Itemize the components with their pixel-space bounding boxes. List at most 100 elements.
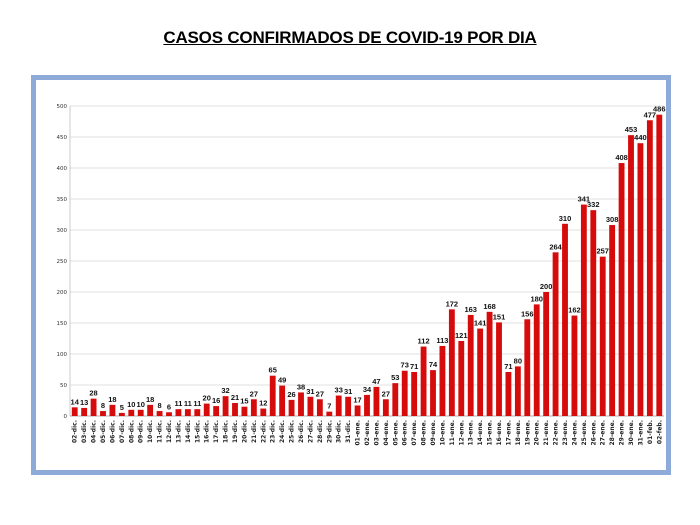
x-axis-ticks: 02-dic. 03-dic. 04-dic. 05-dic. 06-dic. 07-di… bbox=[72, 420, 664, 446]
bar bbox=[514, 366, 521, 416]
x-tick-label: 01-ene. bbox=[355, 420, 362, 446]
bar bbox=[458, 340, 465, 416]
x-tick-label: 11-dic. bbox=[157, 420, 164, 443]
x-tick-label: 22-dic. bbox=[260, 420, 267, 443]
x-tick-label: 04-dic. bbox=[91, 420, 98, 443]
data-label: 74 bbox=[429, 360, 438, 369]
bar bbox=[222, 396, 229, 416]
data-label: 13 bbox=[80, 398, 88, 407]
bar bbox=[316, 399, 323, 416]
x-tick-label: 13-ene. bbox=[468, 420, 475, 446]
bar bbox=[430, 370, 436, 416]
bar bbox=[100, 411, 106, 416]
data-label: 11 bbox=[184, 399, 192, 408]
x-tick-label: 07-ene. bbox=[411, 420, 418, 446]
data-label: 168 bbox=[483, 302, 496, 311]
data-label: 113 bbox=[436, 336, 448, 345]
data-label: 73 bbox=[401, 361, 409, 370]
bar bbox=[618, 163, 625, 416]
data-label: 264 bbox=[549, 242, 562, 251]
bar bbox=[467, 314, 474, 416]
data-label: 65 bbox=[269, 366, 277, 375]
data-label: 14 bbox=[71, 397, 80, 406]
bar bbox=[562, 223, 568, 416]
x-tick-label: 29-ene. bbox=[619, 420, 626, 446]
data-label: 12 bbox=[259, 399, 267, 408]
data-label: 26 bbox=[287, 390, 295, 399]
data-label: 7 bbox=[327, 402, 331, 411]
x-tick-label: 31-ene. bbox=[637, 420, 644, 446]
y-tick-label: 0 bbox=[64, 414, 68, 420]
x-tick-label: 26-ene. bbox=[590, 420, 597, 446]
bar bbox=[401, 370, 408, 416]
bar bbox=[628, 135, 634, 416]
data-label: 31 bbox=[344, 387, 352, 396]
chart-title: CASOS CONFIRMADOS DE COVID-19 POR DIA bbox=[163, 28, 537, 47]
data-label: 200 bbox=[540, 282, 553, 291]
data-label: 32 bbox=[221, 386, 229, 395]
x-tick-label: 18-ene. bbox=[515, 420, 522, 446]
y-tick-label: 250 bbox=[57, 259, 68, 265]
bar bbox=[118, 412, 125, 416]
data-label: 141 bbox=[474, 319, 487, 328]
bar bbox=[364, 394, 370, 416]
data-label: 257 bbox=[596, 247, 609, 256]
bar bbox=[599, 256, 606, 416]
bar bbox=[166, 412, 172, 416]
x-tick-label: 25-ene. bbox=[581, 420, 588, 446]
bar bbox=[439, 345, 446, 416]
y-tick-label: 500 bbox=[57, 104, 68, 110]
data-label: 15 bbox=[240, 397, 248, 406]
data-label: 28 bbox=[89, 389, 97, 398]
x-tick-label: 19-dic. bbox=[232, 420, 239, 443]
data-label: 156 bbox=[521, 309, 534, 318]
x-tick-label: 02-feb. bbox=[656, 420, 663, 444]
x-tick-label: 24-ene. bbox=[571, 420, 578, 446]
data-label: 180 bbox=[530, 294, 543, 303]
x-tick-label: 06-dic. bbox=[109, 420, 116, 443]
data-label: 18 bbox=[146, 395, 154, 404]
bar bbox=[90, 398, 97, 416]
data-label: 38 bbox=[297, 382, 305, 391]
bar bbox=[382, 399, 389, 416]
bar bbox=[496, 322, 502, 416]
bar bbox=[637, 143, 644, 416]
x-tick-label: 24-dic. bbox=[279, 420, 286, 443]
bar bbox=[250, 399, 257, 416]
x-tick-label: 14-dic. bbox=[185, 420, 192, 443]
x-tick-label: 04-ene. bbox=[383, 420, 390, 446]
x-tick-label: 16-dic. bbox=[204, 420, 211, 443]
bar bbox=[326, 411, 333, 416]
y-tick-label: 100 bbox=[57, 352, 68, 358]
data-label: 34 bbox=[363, 385, 372, 394]
x-tick-label: 21-dic. bbox=[251, 420, 258, 443]
bar bbox=[71, 407, 78, 416]
data-label: 27 bbox=[382, 389, 390, 398]
x-tick-label: 16-ene. bbox=[496, 420, 503, 446]
data-label: 16 bbox=[212, 396, 220, 405]
x-tick-label: 17-ene. bbox=[505, 420, 512, 446]
x-tick-label: 30-dic. bbox=[336, 420, 343, 443]
x-tick-label: 05-ene. bbox=[392, 420, 399, 446]
data-label: 172 bbox=[446, 299, 459, 308]
bar bbox=[571, 315, 578, 416]
x-tick-label: 08-dic. bbox=[128, 420, 135, 443]
data-label: 408 bbox=[615, 153, 628, 162]
x-tick-label: 27-ene. bbox=[600, 420, 607, 446]
x-tick-label: 10-dic. bbox=[147, 420, 154, 443]
data-label: 17 bbox=[353, 395, 361, 404]
x-tick-label: 07-dic. bbox=[119, 420, 126, 443]
x-tick-label: 09-ene. bbox=[430, 420, 437, 446]
x-tick-label: 02-ene. bbox=[364, 420, 371, 446]
bar bbox=[543, 292, 550, 416]
x-tick-label: 23-dic. bbox=[270, 420, 277, 443]
bars bbox=[71, 114, 663, 417]
bar bbox=[175, 409, 182, 416]
x-tick-label: 11-ene. bbox=[449, 420, 456, 446]
bar bbox=[279, 385, 286, 416]
data-label: 8 bbox=[157, 401, 161, 410]
data-label: 151 bbox=[493, 312, 506, 321]
bar bbox=[288, 399, 295, 416]
bar bbox=[194, 409, 201, 416]
x-tick-label: 20-ene. bbox=[534, 420, 541, 446]
